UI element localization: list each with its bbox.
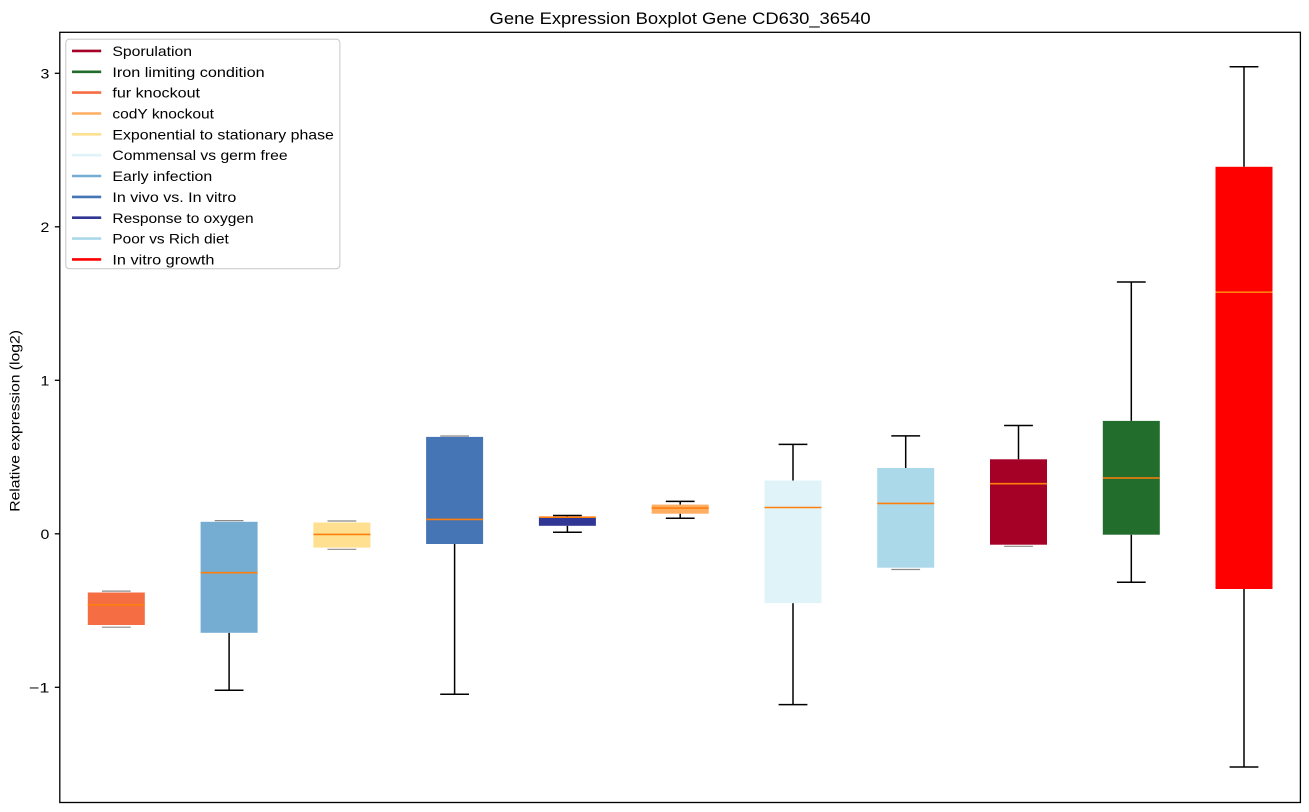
svg-text:In vitro growth: In vitro growth bbox=[112, 251, 214, 267]
svg-text:fur knockout: fur knockout bbox=[112, 85, 200, 101]
svg-text:−1: −1 bbox=[29, 679, 50, 695]
svg-text:0: 0 bbox=[41, 526, 50, 542]
svg-text:2: 2 bbox=[41, 219, 50, 235]
svg-text:Sporulation: Sporulation bbox=[112, 43, 192, 59]
svg-text:Gene Expression Boxplot Gene C: Gene Expression Boxplot Gene CD630_36540 bbox=[490, 9, 871, 28]
svg-text:1: 1 bbox=[41, 372, 50, 388]
svg-text:Poor vs Rich diet: Poor vs Rich diet bbox=[112, 231, 229, 247]
svg-text:Early infection: Early infection bbox=[112, 168, 212, 184]
svg-text:Commensal vs germ free: Commensal vs germ free bbox=[112, 147, 287, 163]
svg-text:3: 3 bbox=[41, 65, 50, 81]
svg-text:In vivo vs. In vitro: In vivo vs. In vitro bbox=[112, 189, 236, 205]
svg-text:codY knockout: codY knockout bbox=[112, 106, 214, 122]
svg-text:Relative expression (log2): Relative expression (log2) bbox=[7, 330, 23, 512]
svg-text:Exponential to stationary phas: Exponential to stationary phase bbox=[112, 126, 334, 142]
svg-text:Iron limiting condition: Iron limiting condition bbox=[112, 64, 264, 80]
svg-text:Response to oxygen: Response to oxygen bbox=[112, 210, 253, 226]
